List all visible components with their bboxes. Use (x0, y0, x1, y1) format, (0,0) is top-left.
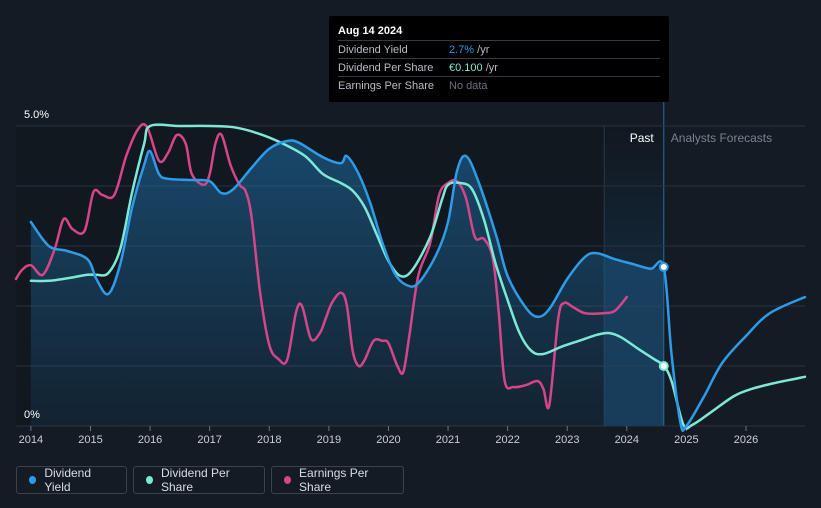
legend-earnings-per-share[interactable]: Earnings Per Share (271, 466, 404, 494)
x-tick-label: 2014 (19, 434, 43, 446)
tooltip-label: Dividend Per Share (338, 62, 434, 74)
y-tick-label: 5.0% (24, 109, 49, 121)
x-tick-label: 2017 (197, 434, 221, 446)
legend-dot (146, 476, 153, 484)
tooltip-date: Aug 14 2024 (338, 25, 403, 37)
y-tick-label: 0% (24, 409, 40, 421)
past-label: Past (630, 131, 655, 145)
forecast-label: Analysts Forecasts (671, 131, 772, 145)
x-tick-label: 2018 (257, 434, 281, 446)
x-tick-label: 2020 (376, 434, 400, 446)
tooltip-value: €0.100 (449, 62, 483, 74)
legend-label: Dividend Yield (44, 466, 92, 494)
legend-label: Dividend Per Share (161, 466, 230, 494)
tooltip-row-dividend-per-share: Dividend Per Share €0.100 /yr (338, 58, 660, 77)
earnings-per-share-line (14, 122, 629, 410)
x-tick-label: 2022 (495, 434, 519, 446)
tooltip-label: Dividend Yield (338, 44, 408, 56)
x-tick-label: 2021 (436, 434, 460, 446)
legend-dividend-per-share[interactable]: Dividend Per Share (133, 466, 265, 494)
x-tick-label: 2024 (615, 434, 639, 446)
x-tick-label: 2026 (734, 434, 758, 446)
dividend-yield-area (30, 140, 664, 426)
legend-dot (284, 476, 292, 484)
x-tick-label: 2025 (674, 434, 698, 446)
tooltip-value: 2.7% (449, 44, 475, 56)
x-tick-label: 2016 (138, 434, 162, 446)
tooltip: Aug 14 2024 Dividend Yield 2.7% /yr Divi… (329, 16, 669, 102)
tooltip-row-dividend-yield: Dividend Yield 2.7% /yr (338, 40, 660, 59)
x-tick-label: 2019 (317, 434, 341, 446)
legend-dot (29, 476, 37, 484)
x-tick-label: 2023 (555, 434, 579, 446)
yield-marker (658, 262, 669, 272)
dividend-yield-line (29, 139, 807, 432)
tooltip-value: No data (449, 80, 488, 92)
dps-marker (658, 361, 669, 371)
legend-label: Earnings Per Share (299, 466, 369, 494)
tooltip-unit: /yr (482, 62, 498, 74)
tooltip-row-earnings-per-share: Earnings Per Share No data (338, 76, 660, 95)
x-tick-label: 2015 (78, 434, 102, 446)
legend-dividend-yield[interactable]: Dividend Yield (16, 466, 127, 494)
tooltip-unit: /yr (474, 44, 490, 56)
tooltip-label: Earnings Per Share (338, 80, 434, 92)
